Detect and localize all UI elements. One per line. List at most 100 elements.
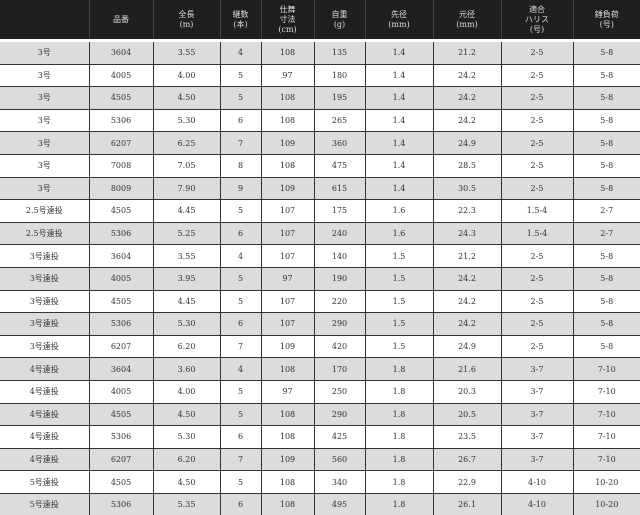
table-cell: 2-7: [572, 199, 640, 223]
column-header: 適合 ハリス (号): [500, 0, 573, 41]
table-cell: 1.8: [364, 492, 433, 515]
table-cell: 5.30: [152, 108, 220, 132]
table-row: 4号遠投 5306 5.30 6 108 425 1.8 23.5 3-7 7-10: [0, 425, 640, 449]
table-cell: 4005: [88, 63, 153, 87]
table-cell: 3号: [0, 176, 89, 200]
table-cell: 220: [313, 289, 365, 313]
table-cell: 5: [219, 379, 261, 403]
table-cell: 108: [260, 470, 314, 494]
table-cell: 340: [313, 470, 365, 494]
table-cell: 4505: [88, 86, 153, 110]
table-cell: 109: [260, 334, 314, 358]
table-cell: 4-10: [500, 492, 573, 515]
table-cell: 5.35: [152, 492, 220, 515]
table-cell: 26.7: [432, 447, 501, 471]
table-cell: 5: [219, 86, 261, 110]
table-cell: 6: [219, 492, 261, 515]
table-cell: 109: [260, 176, 314, 200]
column-header: 元径 (mm): [432, 0, 501, 41]
table-cell: 21.2: [432, 244, 501, 268]
table-cell: 4号遠投: [0, 357, 89, 381]
table-cell: 3号遠投: [0, 266, 89, 291]
table-cell: 108: [260, 153, 314, 178]
table-cell: 175: [313, 199, 365, 223]
table-cell: 4005: [88, 379, 153, 403]
table-cell: 1.5: [364, 266, 433, 291]
table-cell: 1.8: [364, 447, 433, 471]
table-cell: 7.05: [152, 153, 220, 178]
table-row: 4号遠投 4005 4.00 5 97 250 1.8 20.3 3-7 7-10: [0, 379, 640, 403]
table-cell: 108: [260, 108, 314, 132]
table-cell: 107: [260, 244, 314, 268]
table-cell: 5号遠投: [0, 470, 89, 494]
table-cell: 7-10: [572, 425, 640, 449]
table-cell: 108: [260, 425, 314, 449]
table-cell: 615: [313, 176, 365, 200]
table-cell: 6.20: [152, 334, 220, 358]
table-row: 2.5号遠投 5306 5.25 6 107 240 1.6 24.3 1.5-4 2-7: [0, 221, 640, 245]
table-cell: 1.8: [364, 357, 433, 381]
table-cell: 5306: [88, 425, 153, 449]
table-cell: 7008: [88, 153, 153, 178]
table-cell: 97: [260, 63, 314, 87]
table-cell: 5号遠投: [0, 492, 89, 515]
table-cell: 1.5: [364, 334, 433, 358]
table-row: 3号 4005 4.00 5 97 180 1.4 24.2 2-5 5-8: [0, 63, 640, 87]
table-cell: 4.50: [152, 402, 220, 426]
table-cell: 2-5: [500, 153, 573, 178]
table-cell: 3号遠投: [0, 289, 89, 313]
table-cell: 5-8: [572, 334, 640, 358]
table-cell: 6207: [88, 334, 153, 358]
table-row: 4号遠投 3604 3.60 4 108 170 1.8 21.6 3-7 7-10: [0, 357, 640, 381]
table-row: 3号 3604 3.55 4 108 135 1.4 21.2 2-5 5-8: [0, 39, 640, 65]
table-cell: 360: [313, 131, 365, 155]
table-cell: 21.6: [432, 357, 501, 381]
table-cell: 4.45: [152, 289, 220, 313]
table-cell: 5.30: [152, 312, 220, 336]
table-cell: 4-10: [500, 470, 573, 494]
table-cell: 6: [219, 425, 261, 449]
table-cell: 4: [219, 244, 261, 268]
table-row: 4号遠投 4505 4.50 5 108 290 1.8 20.5 3-7 7-10: [0, 402, 640, 426]
table-cell: 3号: [0, 131, 89, 155]
table-cell: 5: [219, 199, 261, 223]
table-cell: 1.6: [364, 221, 433, 245]
table-cell: 24.2: [432, 63, 501, 87]
table-cell: 1.4: [364, 176, 433, 200]
table-cell: 1.8: [364, 379, 433, 403]
table-cell: 6.25: [152, 131, 220, 155]
table-cell: 4号遠投: [0, 425, 89, 449]
column-header: 全長 (m): [152, 0, 220, 41]
table-cell: 5-8: [572, 108, 640, 132]
table-cell: 7: [219, 334, 261, 358]
table-row: 3号遠投 3604 3.55 4 107 140 1.5 21.2 2-5 5-8: [0, 244, 640, 268]
table-row: 3号 5306 5.30 6 108 265 1.4 24.2 2-5 5-8: [0, 108, 640, 132]
table-row: 5号遠投 4505 4.50 5 108 340 1.8 22.9 4-10 10-20: [0, 470, 640, 494]
table-cell: 97: [260, 379, 314, 403]
table-cell: 5-8: [572, 63, 640, 87]
table-cell: 1.6: [364, 199, 433, 223]
table-cell: 1.8: [364, 402, 433, 426]
table-cell: 5306: [88, 312, 153, 336]
table-cell: 5-8: [572, 266, 640, 291]
column-header: 継数 (本): [219, 0, 261, 41]
table-cell: 5: [219, 470, 261, 494]
table-cell: 24.2: [432, 289, 501, 313]
table-cell: 3号: [0, 153, 89, 178]
table-cell: 1.5: [364, 289, 433, 313]
table-cell: 135: [313, 39, 365, 65]
table-cell: 4.50: [152, 86, 220, 110]
table-cell: 107: [260, 312, 314, 336]
table-cell: 5-8: [572, 153, 640, 178]
table-cell: 1.5-4: [500, 199, 573, 223]
table-cell: 5-8: [572, 86, 640, 110]
table-cell: 3号: [0, 63, 89, 87]
table-cell: 5: [219, 63, 261, 87]
table-cell: 4005: [88, 266, 153, 291]
table-cell: 3604: [88, 357, 153, 381]
table-cell: 108: [260, 39, 314, 65]
table-cell: 4.00: [152, 379, 220, 403]
table-cell: 2-5: [500, 289, 573, 313]
table-cell: 5306: [88, 221, 153, 245]
